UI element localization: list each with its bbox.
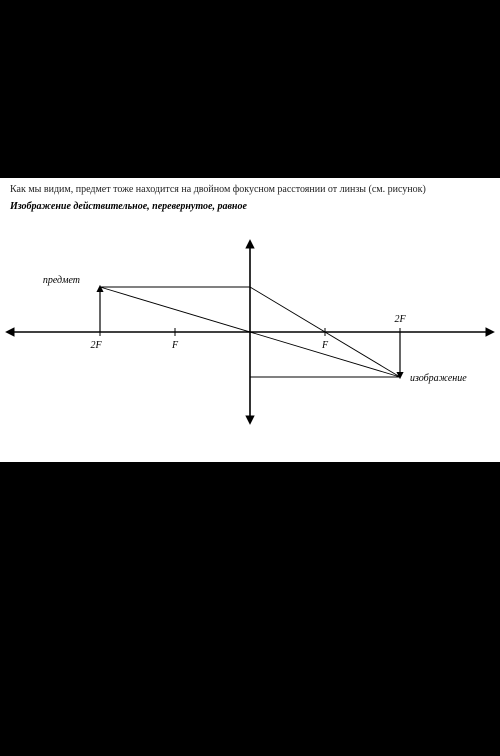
figure-panel: Как мы видим, предмет тоже находится на … — [0, 178, 500, 462]
label-posF: F — [321, 340, 329, 351]
label-pos2F: 2F — [394, 314, 406, 325]
label-negF: F — [171, 340, 179, 351]
label-neg2F: 2F — [90, 340, 102, 351]
figure-caption: Как мы видим, предмет тоже находится на … — [0, 178, 500, 197]
image-label: изображение — [410, 373, 467, 384]
figure-subcaption: Изображение действительное, перевернутое… — [0, 197, 500, 222]
object-label: предмет — [43, 275, 80, 286]
lens-diagram: 2F F F 2F предмет изображение — [0, 222, 500, 432]
